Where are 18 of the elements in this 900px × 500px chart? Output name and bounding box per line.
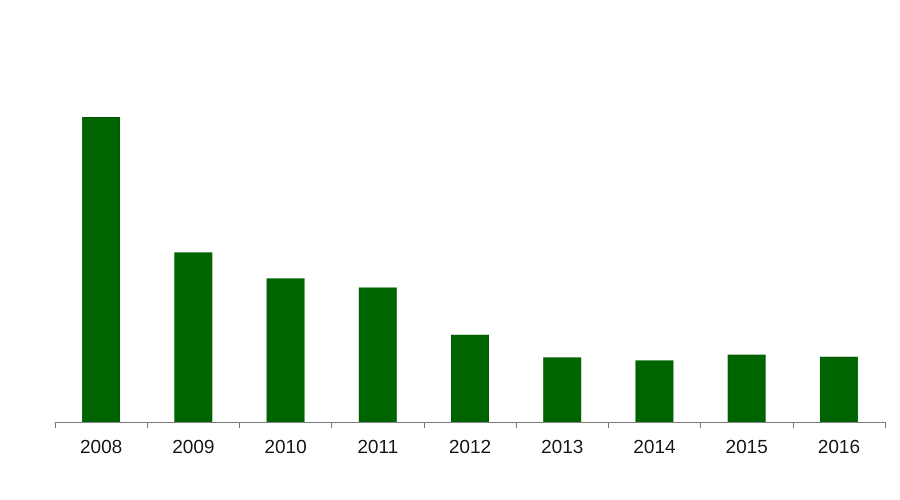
x-tick-label: 2015 — [726, 437, 768, 458]
bar — [82, 117, 120, 422]
x-tick-label: 2008 — [80, 437, 122, 458]
x-tick-label: 2016 — [818, 437, 860, 458]
bar — [728, 354, 766, 422]
bar — [266, 278, 305, 422]
x-tick-label: 2013 — [541, 437, 584, 458]
bar — [174, 252, 212, 422]
x-tick-label: 2011 — [357, 437, 398, 458]
bar — [451, 334, 489, 422]
bar — [358, 287, 397, 422]
x-tick-label: 2012 — [448, 437, 492, 458]
bar — [820, 356, 858, 422]
x-tick-label: 2010 — [264, 437, 307, 458]
x-tick-label: 2014 — [633, 437, 676, 458]
bar — [543, 357, 582, 422]
x-tick-label: 2009 — [172, 437, 214, 458]
bar — [635, 360, 674, 422]
